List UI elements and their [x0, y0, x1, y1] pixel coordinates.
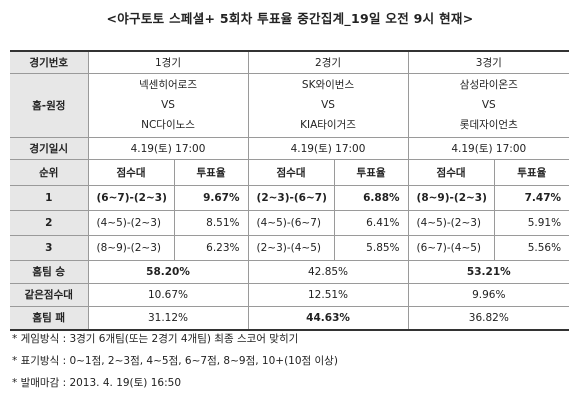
home-team: 넥센히어로즈	[139, 79, 197, 91]
vs-label: VS	[321, 99, 335, 111]
footnote-game-method: * 게임방식 : 3경기 6개팀(또는 2경기 4개팀) 최종 스코어 맞히기	[12, 333, 299, 345]
home-away-header: 홈-원정	[10, 72, 89, 138]
footnote-sales-deadline: * 발매마감 : 2013. 4. 19(토) 16:50	[12, 377, 182, 389]
game-number-header: 경기번호	[10, 50, 89, 74]
score-cell: (8~9)-(2~3)	[87, 234, 175, 261]
rank-cell: 2	[10, 209, 89, 236]
home-team: SK와이번스	[301, 79, 355, 91]
summary-value: 53.21%	[407, 259, 570, 284]
page-title: <야구토토 스페셜+ 5회차 투표율 중간집계_19일 오전 9시 현재>	[106, 11, 474, 26]
game-date: 4.19(토) 17:00	[407, 136, 570, 160]
summary-row: 홈팀 패 31.12% 44.63% 36.82%	[10, 305, 570, 331]
rate-cell: 8.51%	[173, 209, 249, 236]
table-row: 2 (4~5)-(2~3) 8.51% (4~5)-(6~7) 6.41% (4…	[10, 209, 570, 236]
vs-label: VS	[161, 99, 175, 111]
match-2: SK와이번스 VS KIA타이거즈	[247, 72, 409, 138]
summary-value: 10.67%	[87, 282, 249, 307]
game-3-header: 3경기	[407, 50, 570, 74]
summary-row: 같은점수대 10.67% 12.51% 9.96%	[10, 282, 570, 307]
home-team: 삼성라이온즈	[459, 79, 518, 91]
score-cell: (2~3)-(6~7)	[247, 184, 335, 211]
score-header: 점수대	[247, 158, 335, 186]
summary-row: 홈팀 승 58.20% 42.85% 53.21%	[10, 259, 570, 284]
score-cell: (8~9)-(2~3)	[407, 184, 495, 211]
summary-value: 58.20%	[87, 259, 249, 284]
game-2-header: 2경기	[247, 50, 409, 74]
rate-cell: 6.23%	[173, 234, 249, 261]
score-cell: (6~7)-(2~3)	[87, 184, 175, 211]
rate-cell: 7.47%	[493, 184, 570, 211]
summary-value: 9.96%	[407, 282, 570, 307]
summary-value: 12.51%	[247, 282, 409, 307]
game-1-header: 1경기	[87, 50, 249, 74]
score-cell: (4~5)-(6~7)	[247, 209, 335, 236]
rate-cell: 6.41%	[333, 209, 409, 236]
rate-cell: 5.91%	[493, 209, 570, 236]
away-team: 롯데자이언츠	[459, 119, 518, 131]
summary-value: 31.12%	[87, 305, 249, 331]
rank-cell: 1	[10, 184, 89, 211]
summary-value: 42.85%	[247, 259, 409, 284]
score-cell: (4~5)-(2~3)	[87, 209, 175, 236]
score-cell: (6~7)-(4~5)	[407, 234, 495, 261]
score-cell: (2~3)-(4~5)	[247, 234, 335, 261]
rank-cell: 3	[10, 234, 89, 261]
game-date: 4.19(토) 17:00	[87, 136, 249, 160]
summary-label: 홈팀 패	[10, 305, 89, 331]
table-row: 1 (6~7)-(2~3) 9.67% (2~3)-(6~7) 6.88% (8…	[10, 184, 570, 211]
score-header: 점수대	[87, 158, 175, 186]
score-header: 점수대	[407, 158, 495, 186]
match-3: 삼성라이온즈 VS 롯데자이언츠	[407, 72, 570, 138]
game-date: 4.19(토) 17:00	[247, 136, 409, 160]
rate-header: 투표율	[173, 158, 249, 186]
summary-value: 36.82%	[407, 305, 570, 331]
rate-cell: 5.56%	[493, 234, 570, 261]
rate-cell: 5.85%	[333, 234, 409, 261]
summary-label: 홈팀 승	[10, 259, 89, 284]
summary-value: 44.63%	[247, 305, 409, 331]
vote-rate-table: 경기번호 1경기 2경기 3경기 홈-원정 넥센히어로즈 VS NC다이노스 S…	[10, 50, 570, 331]
rate-header: 투표율	[493, 158, 570, 186]
rank-header: 순위	[10, 158, 89, 186]
score-cell: (4~5)-(2~3)	[407, 209, 495, 236]
rate-cell: 9.67%	[173, 184, 249, 211]
footnotes: * 게임방식 : 3경기 6개팀(또는 2경기 4개팀) 최종 스코어 맞히기 …	[12, 328, 338, 394]
rate-cell: 6.88%	[333, 184, 409, 211]
table-row: 3 (8~9)-(2~3) 6.23% (2~3)-(4~5) 5.85% (6…	[10, 234, 570, 261]
date-header: 경기일시	[10, 136, 89, 160]
match-1: 넥센히어로즈 VS NC다이노스	[87, 72, 249, 138]
away-team: NC다이노스	[141, 119, 195, 131]
footnote-notation: * 표기방식 : 0~1점, 2~3점, 4~5점, 6~7점, 8~9점, 1…	[12, 355, 338, 367]
summary-label: 같은점수대	[10, 282, 89, 307]
rate-header: 투표율	[333, 158, 409, 186]
vs-label: VS	[481, 99, 496, 111]
away-team: KIA타이거즈	[300, 119, 356, 131]
